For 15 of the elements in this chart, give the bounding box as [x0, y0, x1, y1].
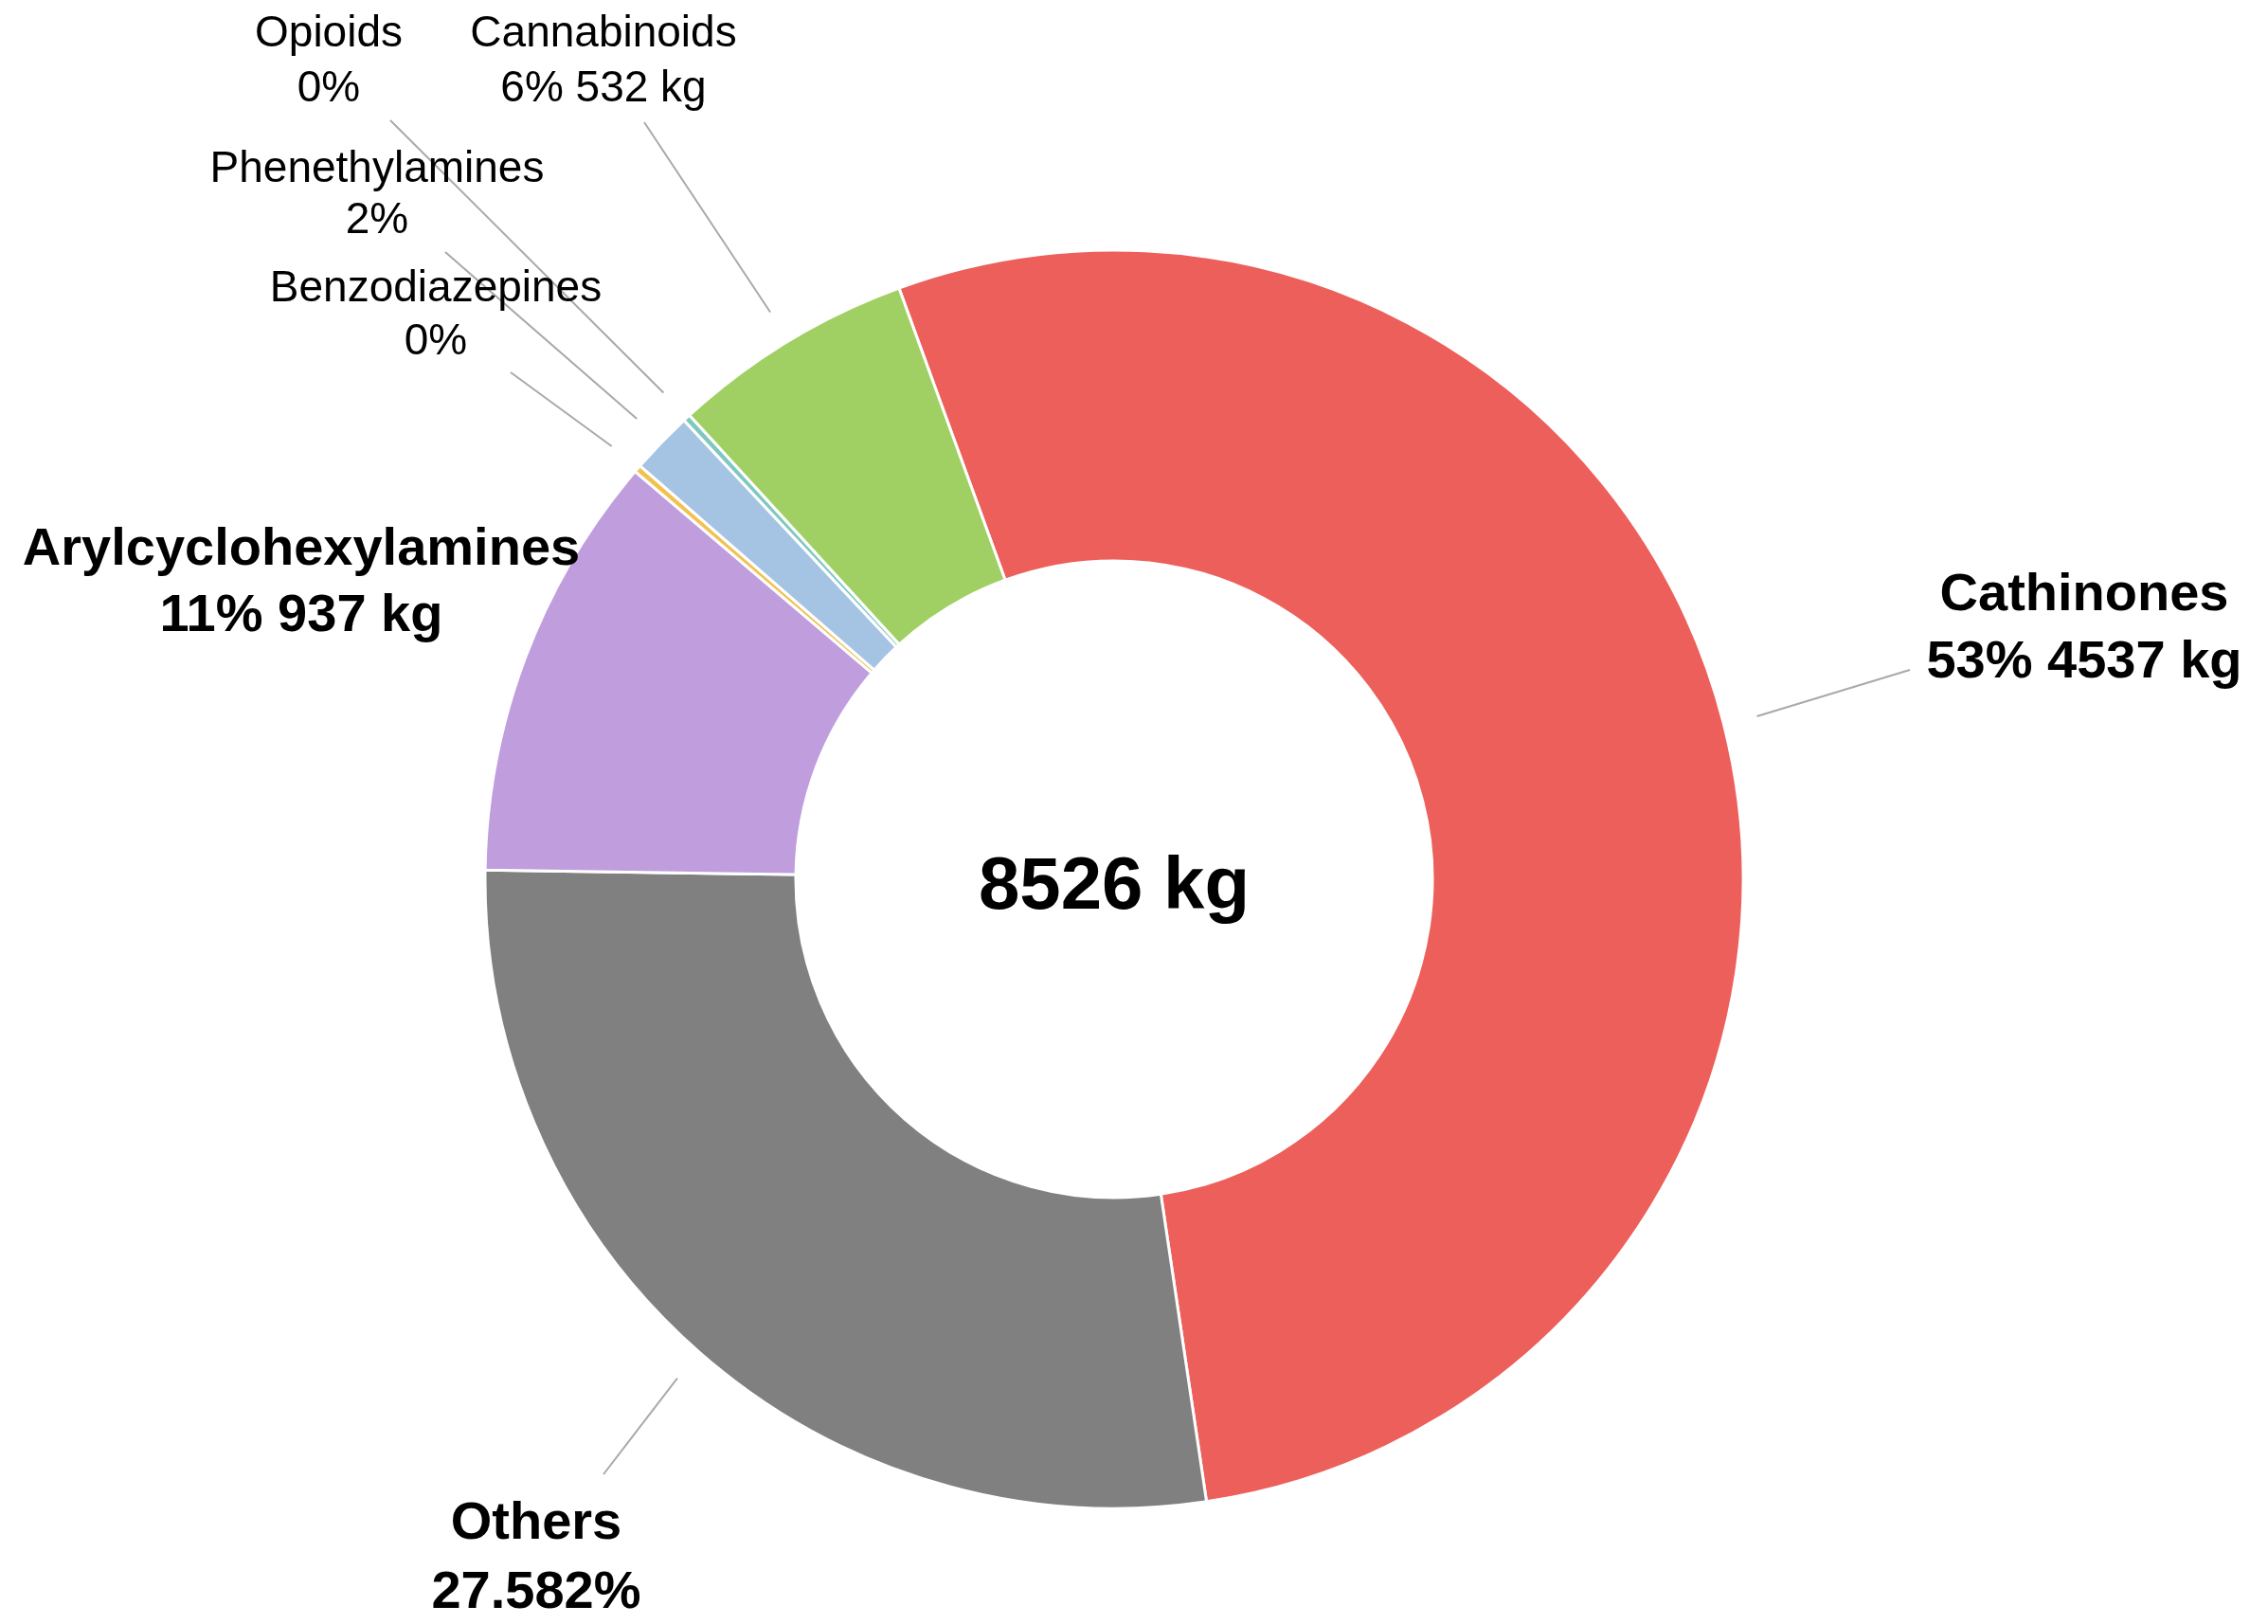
slice-label: Others [450, 1490, 622, 1550]
text: 8526 kg [978, 841, 1251, 925]
slice-label: Arylcyclohexylamines [22, 516, 581, 576]
slice-label: Cathinones [1939, 562, 2229, 622]
slice-label: Benzodiazepines [269, 262, 603, 311]
data-label: 6% 532 kg [500, 62, 707, 111]
data-label: 0% [404, 315, 468, 364]
slice-label: Phenethylamines [209, 142, 545, 191]
data-label: 11% 937 kg [159, 583, 443, 642]
slice-label: Opioids [255, 7, 403, 56]
data-label: 2% [345, 193, 409, 243]
data-label: 0% [297, 62, 361, 111]
slice-label: Cannabinoids [470, 7, 737, 56]
data-label: 27.582% [431, 1560, 641, 1619]
data-label: 53% 4537 kg [1926, 629, 2242, 689]
